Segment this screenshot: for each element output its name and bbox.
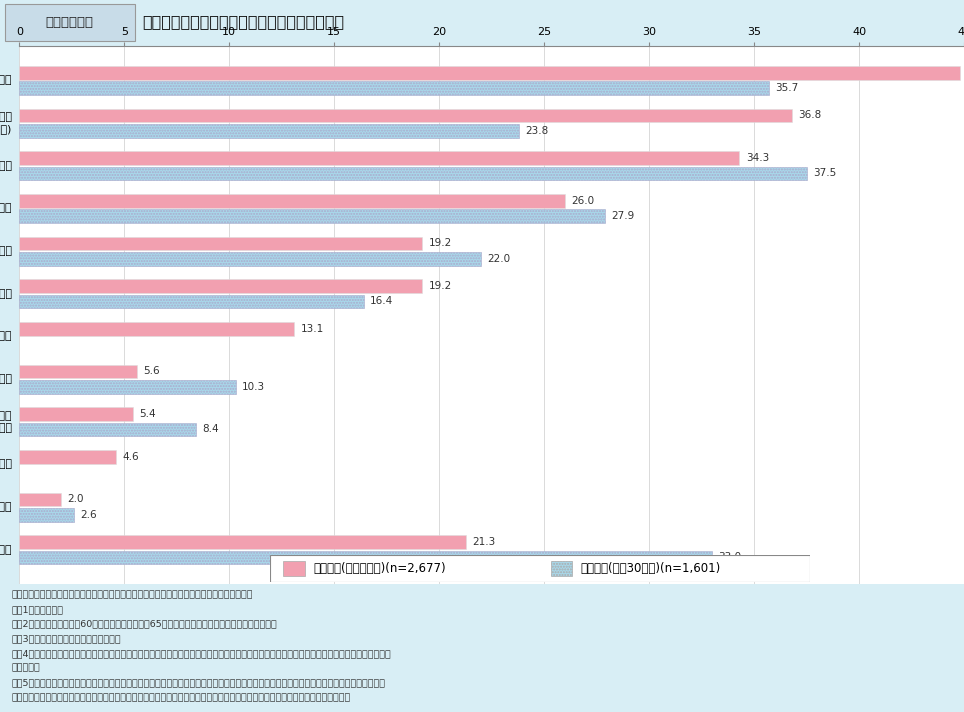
Text: 4.6: 4.6 [122, 451, 139, 461]
Bar [5, 4, 135, 41]
Bar [19, 167, 807, 180]
Text: 今回調査(令和５年度)(n=2,677): 今回調査(令和５年度)(n=2,677) [313, 562, 445, 575]
Bar [19, 124, 519, 137]
Text: 23.8: 23.8 [525, 126, 549, 136]
Bar [19, 407, 133, 421]
Text: （注2）前回調査は対象が60歳以上であったため、65歳以上の回答者のみ抽出して集計している。: （注2）前回調査は対象が60歳以上であったため、65歳以上の回答者のみ抽出して集… [12, 619, 278, 629]
Text: 16.4: 16.4 [370, 296, 393, 306]
Bar [19, 81, 768, 95]
Text: み。: み。 [12, 664, 40, 673]
Text: 26.0: 26.0 [572, 196, 595, 206]
Bar [550, 562, 573, 576]
Bar [19, 151, 739, 165]
Bar [19, 322, 294, 335]
Text: 2.0: 2.0 [67, 494, 84, 504]
Bar [19, 380, 235, 394]
Text: 19.2: 19.2 [429, 281, 452, 291]
Text: 2.6: 2.6 [80, 510, 96, 520]
Bar [19, 279, 422, 293]
Bar [19, 508, 74, 522]
Text: （注1）複数回答。: （注1）複数回答。 [12, 605, 64, 614]
Text: 10.3: 10.3 [242, 382, 265, 392]
Text: 5.6: 5.6 [143, 367, 160, 377]
Text: （注3）「不明・無回答」は除いている。: （注3）「不明・無回答」は除いている。 [12, 634, 121, 643]
Bar [19, 194, 565, 208]
Text: （注5）「住宅の性能（地震や火災、風水害などに対する強度や耐久性）を専門家に見てもらい、必要な対策をしている」について、前回調査で: （注5）「住宅の性能（地震や火災、風水害などに対する強度や耐久性）を専門家に見て… [12, 679, 386, 687]
Bar [19, 209, 605, 223]
Text: 資料：内閣府「令和５年度高齢社会対策総合調査（高齢者の住宅と生活環境に関する調査）」: 資料：内閣府「令和５年度高齢社会対策総合調査（高齢者の住宅と生活環境に関する調査… [12, 590, 254, 600]
Bar [19, 423, 196, 436]
Bar [19, 66, 960, 80]
Text: （注4）「地震火災を防ぐための感震ブレーカーがついている」「避難する際に家族・親族以外で支援してもらう人を決めている」は、今回調査の: （注4）「地震火災を防ぐための感震ブレーカーがついている」「避難する際に家族・親… [12, 649, 391, 658]
Text: 37.5: 37.5 [813, 169, 836, 179]
Text: 35.7: 35.7 [775, 83, 798, 93]
Text: 34.3: 34.3 [746, 153, 769, 163]
Bar [19, 365, 137, 378]
Text: 19.2: 19.2 [429, 239, 452, 248]
Text: 33.0: 33.0 [718, 553, 741, 562]
Text: 5.4: 5.4 [139, 409, 155, 419]
Text: 地震などの災害への備え（前回調査との比較）: 地震などの災害への備え（前回調査との比較） [143, 14, 345, 30]
Bar [19, 295, 363, 308]
Bar [19, 108, 791, 122]
Text: 13.1: 13.1 [301, 324, 324, 334]
Bar [19, 236, 422, 250]
Bar [19, 450, 116, 464]
Bar [19, 550, 712, 564]
Text: は「住宅の性能（地震や火災、風水害などに対する強度や耐久性）を専門家に見てもらっている」という表現となっている。: は「住宅の性能（地震や火災、風水害などに対する強度や耐久性）を専門家に見てもらっ… [12, 693, 351, 702]
Text: 前回調査(平成30年度)(n=1,601): 前回調査(平成30年度)(n=1,601) [580, 562, 720, 575]
Text: 21.3: 21.3 [472, 537, 496, 547]
Bar [283, 562, 305, 576]
Text: 22.0: 22.0 [488, 253, 511, 263]
Text: 36.8: 36.8 [798, 110, 821, 120]
Bar [19, 493, 62, 506]
Text: 図１－３－４: 図１－３－４ [45, 16, 94, 28]
Bar [19, 535, 467, 549]
Text: 27.9: 27.9 [611, 211, 634, 221]
Bar [19, 252, 481, 266]
Text: 8.4: 8.4 [201, 424, 219, 434]
